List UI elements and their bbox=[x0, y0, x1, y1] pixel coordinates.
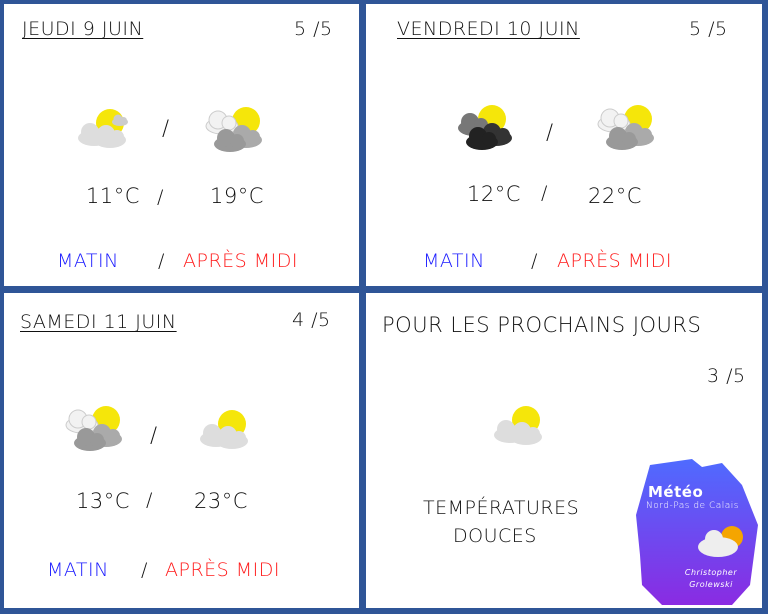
day-title: SAMEDI 11 JUIN bbox=[20, 311, 177, 333]
region-map-logo-icon bbox=[636, 459, 758, 605]
partly-sunny-grey-clouds-icon bbox=[65, 406, 122, 451]
afternoon-label: APRÈS MIDI bbox=[557, 250, 672, 272]
partly-sunny-dark-clouds-icon bbox=[458, 105, 512, 150]
day-rating: 5 /5 bbox=[294, 18, 333, 40]
morning-temp: 13°C bbox=[76, 489, 130, 513]
outlook-text-line1: TEMPÉRATURES bbox=[423, 497, 580, 519]
afternoon-label: APRÈS MIDI bbox=[165, 559, 280, 581]
separator: / bbox=[541, 182, 548, 204]
day-panel-saturday: SAMEDI 11 JUIN 4 /5 / 13°C / 23°C MATIN … bbox=[4, 293, 359, 608]
day-panel-friday: VENDREDI 10 JUIN 5 /5 / 12°C / 22°C MATI… bbox=[366, 4, 762, 286]
logo-title: Météo bbox=[648, 483, 704, 501]
separator: / bbox=[162, 116, 170, 140]
separator: / bbox=[146, 489, 153, 511]
day-rating: 4 /5 bbox=[292, 309, 331, 331]
day-panel-thursday: JEUDI 9 JUIN 5 /5 / 11°C / 19°C MATIN / … bbox=[4, 4, 359, 286]
morning-label: MATIN bbox=[47, 559, 109, 581]
logo-subtitle: Nord-Pas de Calais bbox=[646, 501, 739, 511]
partly-sunny-grey-clouds-icon bbox=[597, 105, 654, 150]
afternoon-temp: 22°C bbox=[588, 184, 642, 208]
day-rating: 5 /5 bbox=[689, 18, 728, 40]
partly-sunny-light-cloud-icon bbox=[494, 406, 542, 445]
partly-sunny-light-cloud-icon bbox=[78, 109, 128, 148]
separator: / bbox=[546, 120, 554, 144]
separator: / bbox=[150, 423, 158, 447]
partly-sunny-light-cloud-icon bbox=[200, 410, 248, 449]
day-title: JEUDI 9 JUIN bbox=[22, 18, 144, 40]
morning-temp: 12°C bbox=[467, 182, 521, 206]
partly-sunny-grey-clouds-icon bbox=[205, 107, 262, 152]
separator: / bbox=[141, 559, 148, 581]
meteo-logo: Météo Nord-Pas de Calais Christopher Gro… bbox=[632, 455, 762, 610]
morning-temp: 11°C bbox=[86, 184, 140, 208]
outlook-text-line2: DOUCES bbox=[453, 525, 537, 547]
morning-label: MATIN bbox=[57, 250, 119, 272]
separator: / bbox=[531, 250, 538, 272]
logo-author: Christopher Grolewski bbox=[684, 568, 738, 589]
separator: / bbox=[157, 186, 164, 208]
morning-label: MATIN bbox=[423, 250, 485, 272]
separator: / bbox=[158, 250, 165, 272]
day-title: VENDREDI 10 JUIN bbox=[397, 18, 580, 40]
afternoon-label: APRÈS MIDI bbox=[183, 250, 298, 272]
afternoon-temp: 19°C bbox=[210, 184, 264, 208]
outlook-rating: 3 /5 bbox=[707, 365, 746, 387]
outlook-title: POUR LES PROCHAINS JOURS bbox=[382, 313, 702, 337]
afternoon-temp: 23°C bbox=[194, 489, 248, 513]
